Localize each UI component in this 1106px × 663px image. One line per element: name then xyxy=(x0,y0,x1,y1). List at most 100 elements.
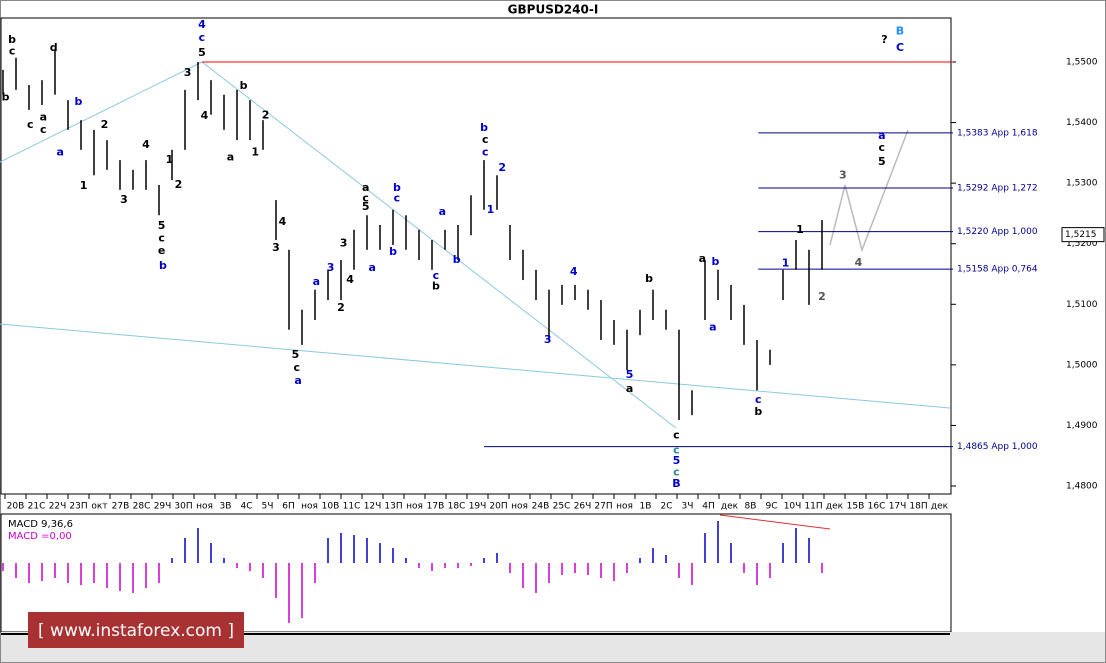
x-tick-label: 5Ч xyxy=(262,502,274,512)
x-tick-label: 23П xyxy=(69,502,87,512)
wave-label: a xyxy=(227,151,234,164)
level-label: 1,4865 App 1,000 xyxy=(957,442,1038,452)
x-tick-label: 28С xyxy=(133,502,151,512)
wave-label: c xyxy=(158,231,165,244)
chart-title: GBPUSD240-I xyxy=(508,3,599,17)
x-tick-label: 3В xyxy=(220,502,232,512)
wave-label: a xyxy=(40,111,47,124)
x-tick-label: 1В xyxy=(640,502,652,512)
wave-label: c xyxy=(40,123,47,136)
wave-label: c xyxy=(755,393,762,406)
wave-label: b xyxy=(240,79,248,92)
x-tick-label: 16С xyxy=(868,502,886,512)
wave-label: 2 xyxy=(498,161,506,174)
x-tick-label: 20П xyxy=(489,502,507,512)
wave-label: b xyxy=(754,405,762,418)
wave-label: d xyxy=(50,41,58,54)
level-label: 1,5158 App 0,764 xyxy=(957,265,1038,275)
wave-label: 4 xyxy=(198,18,206,31)
level-label: 1,5292 App 1,272 xyxy=(957,183,1038,193)
x-tick-label: 27В xyxy=(112,502,130,512)
wave-label: 2 xyxy=(262,108,270,121)
x-tick-label: 4С xyxy=(240,502,252,512)
x-tick-label: дек xyxy=(826,502,844,512)
wave-label: 3 xyxy=(120,193,128,206)
wave-label: B xyxy=(672,477,680,490)
x-tick-label: 2С xyxy=(660,502,672,512)
forecast-path xyxy=(829,129,909,253)
x-tick-label: ноя xyxy=(511,502,528,512)
x-tick-label: 10Ч xyxy=(784,502,802,512)
wave-label: a xyxy=(709,320,716,333)
wave-label: a xyxy=(56,145,63,158)
wave-label: 3 xyxy=(340,237,348,250)
x-tick-label: 25С xyxy=(553,502,571,512)
x-tick-label: 12Ч xyxy=(364,502,382,512)
x-tick-label: 10В xyxy=(322,502,340,512)
x-tick-label: 17В xyxy=(427,502,445,512)
x-tick-label: 26Ч xyxy=(574,502,592,512)
wave-label: b xyxy=(8,33,16,46)
wave-label: c xyxy=(673,429,680,442)
wave-label: 5 xyxy=(673,454,681,467)
wave-label: c xyxy=(294,361,301,374)
wave-label: 1 xyxy=(796,223,804,236)
wave-label: 3 xyxy=(184,66,192,79)
x-tick-label: дек xyxy=(721,502,739,512)
wave-label: 2 xyxy=(101,118,109,131)
level-label: 1,5383 App 1,618 xyxy=(957,128,1038,138)
wave-label: b xyxy=(432,280,440,293)
current-price-label: 1,5215 xyxy=(1065,230,1097,240)
wave-label: 2 xyxy=(175,178,183,191)
x-tick-label: 20В xyxy=(7,502,25,512)
wave-label: 2 xyxy=(818,290,826,303)
wave-label: 3 xyxy=(272,241,280,254)
x-tick-label: 18П xyxy=(909,502,927,512)
wave-label: 4 xyxy=(855,256,863,269)
x-tick-label: дек xyxy=(931,502,949,512)
wave-label: 4 xyxy=(346,273,354,286)
wave-label: 5 xyxy=(292,348,300,361)
trend-line xyxy=(0,61,203,163)
x-tick-label: ноя xyxy=(406,502,423,512)
wave-label: c xyxy=(482,133,489,146)
x-tick-label: ноя xyxy=(616,502,633,512)
wave-label: a xyxy=(699,252,706,265)
x-tick-label: 15В xyxy=(847,502,865,512)
wave-label: ? xyxy=(881,33,887,46)
x-tick-label: 21С xyxy=(28,502,46,512)
wave-label: 1 xyxy=(251,145,259,158)
wave-label: a xyxy=(362,181,369,194)
current-price-box xyxy=(1061,227,1105,243)
x-tick-label: 6П xyxy=(282,502,295,512)
level-label: 1,5220 App 1,000 xyxy=(957,227,1038,237)
trend-line xyxy=(0,323,951,409)
wave-label: c xyxy=(482,145,489,158)
y-tick-label: 1,5000 xyxy=(1066,360,1098,370)
wave-label: C xyxy=(896,41,904,54)
wave-label: c xyxy=(879,141,886,154)
wave-label: 2 xyxy=(337,301,345,314)
wave-label: b xyxy=(393,181,401,194)
macd-value: MACD =0,00 xyxy=(8,531,72,542)
wave-label: c xyxy=(673,466,680,479)
wave-label: 3 xyxy=(839,168,847,181)
wave-label: c xyxy=(673,443,680,456)
macd-label: MACD 9,36,6 xyxy=(8,519,73,530)
x-tick-label: 19Ч xyxy=(469,502,487,512)
wave-label: b xyxy=(159,259,167,272)
wave-label: 5 xyxy=(158,219,166,232)
wave-label: e xyxy=(158,244,165,257)
x-tick-label: ноя xyxy=(301,502,318,512)
x-tick-label: 11С xyxy=(343,502,361,512)
wave-label: 1 xyxy=(487,203,495,216)
x-tick-label: 11П xyxy=(804,502,822,512)
y-tick-label: 1,5200 xyxy=(1066,239,1098,249)
x-tick-label: 22Ч xyxy=(49,502,67,512)
wave-label: 5 xyxy=(626,368,634,381)
x-tick-label: ноя xyxy=(196,502,213,512)
x-tick-label: 3Ч xyxy=(682,502,694,512)
wave-label: 5 xyxy=(198,46,206,59)
